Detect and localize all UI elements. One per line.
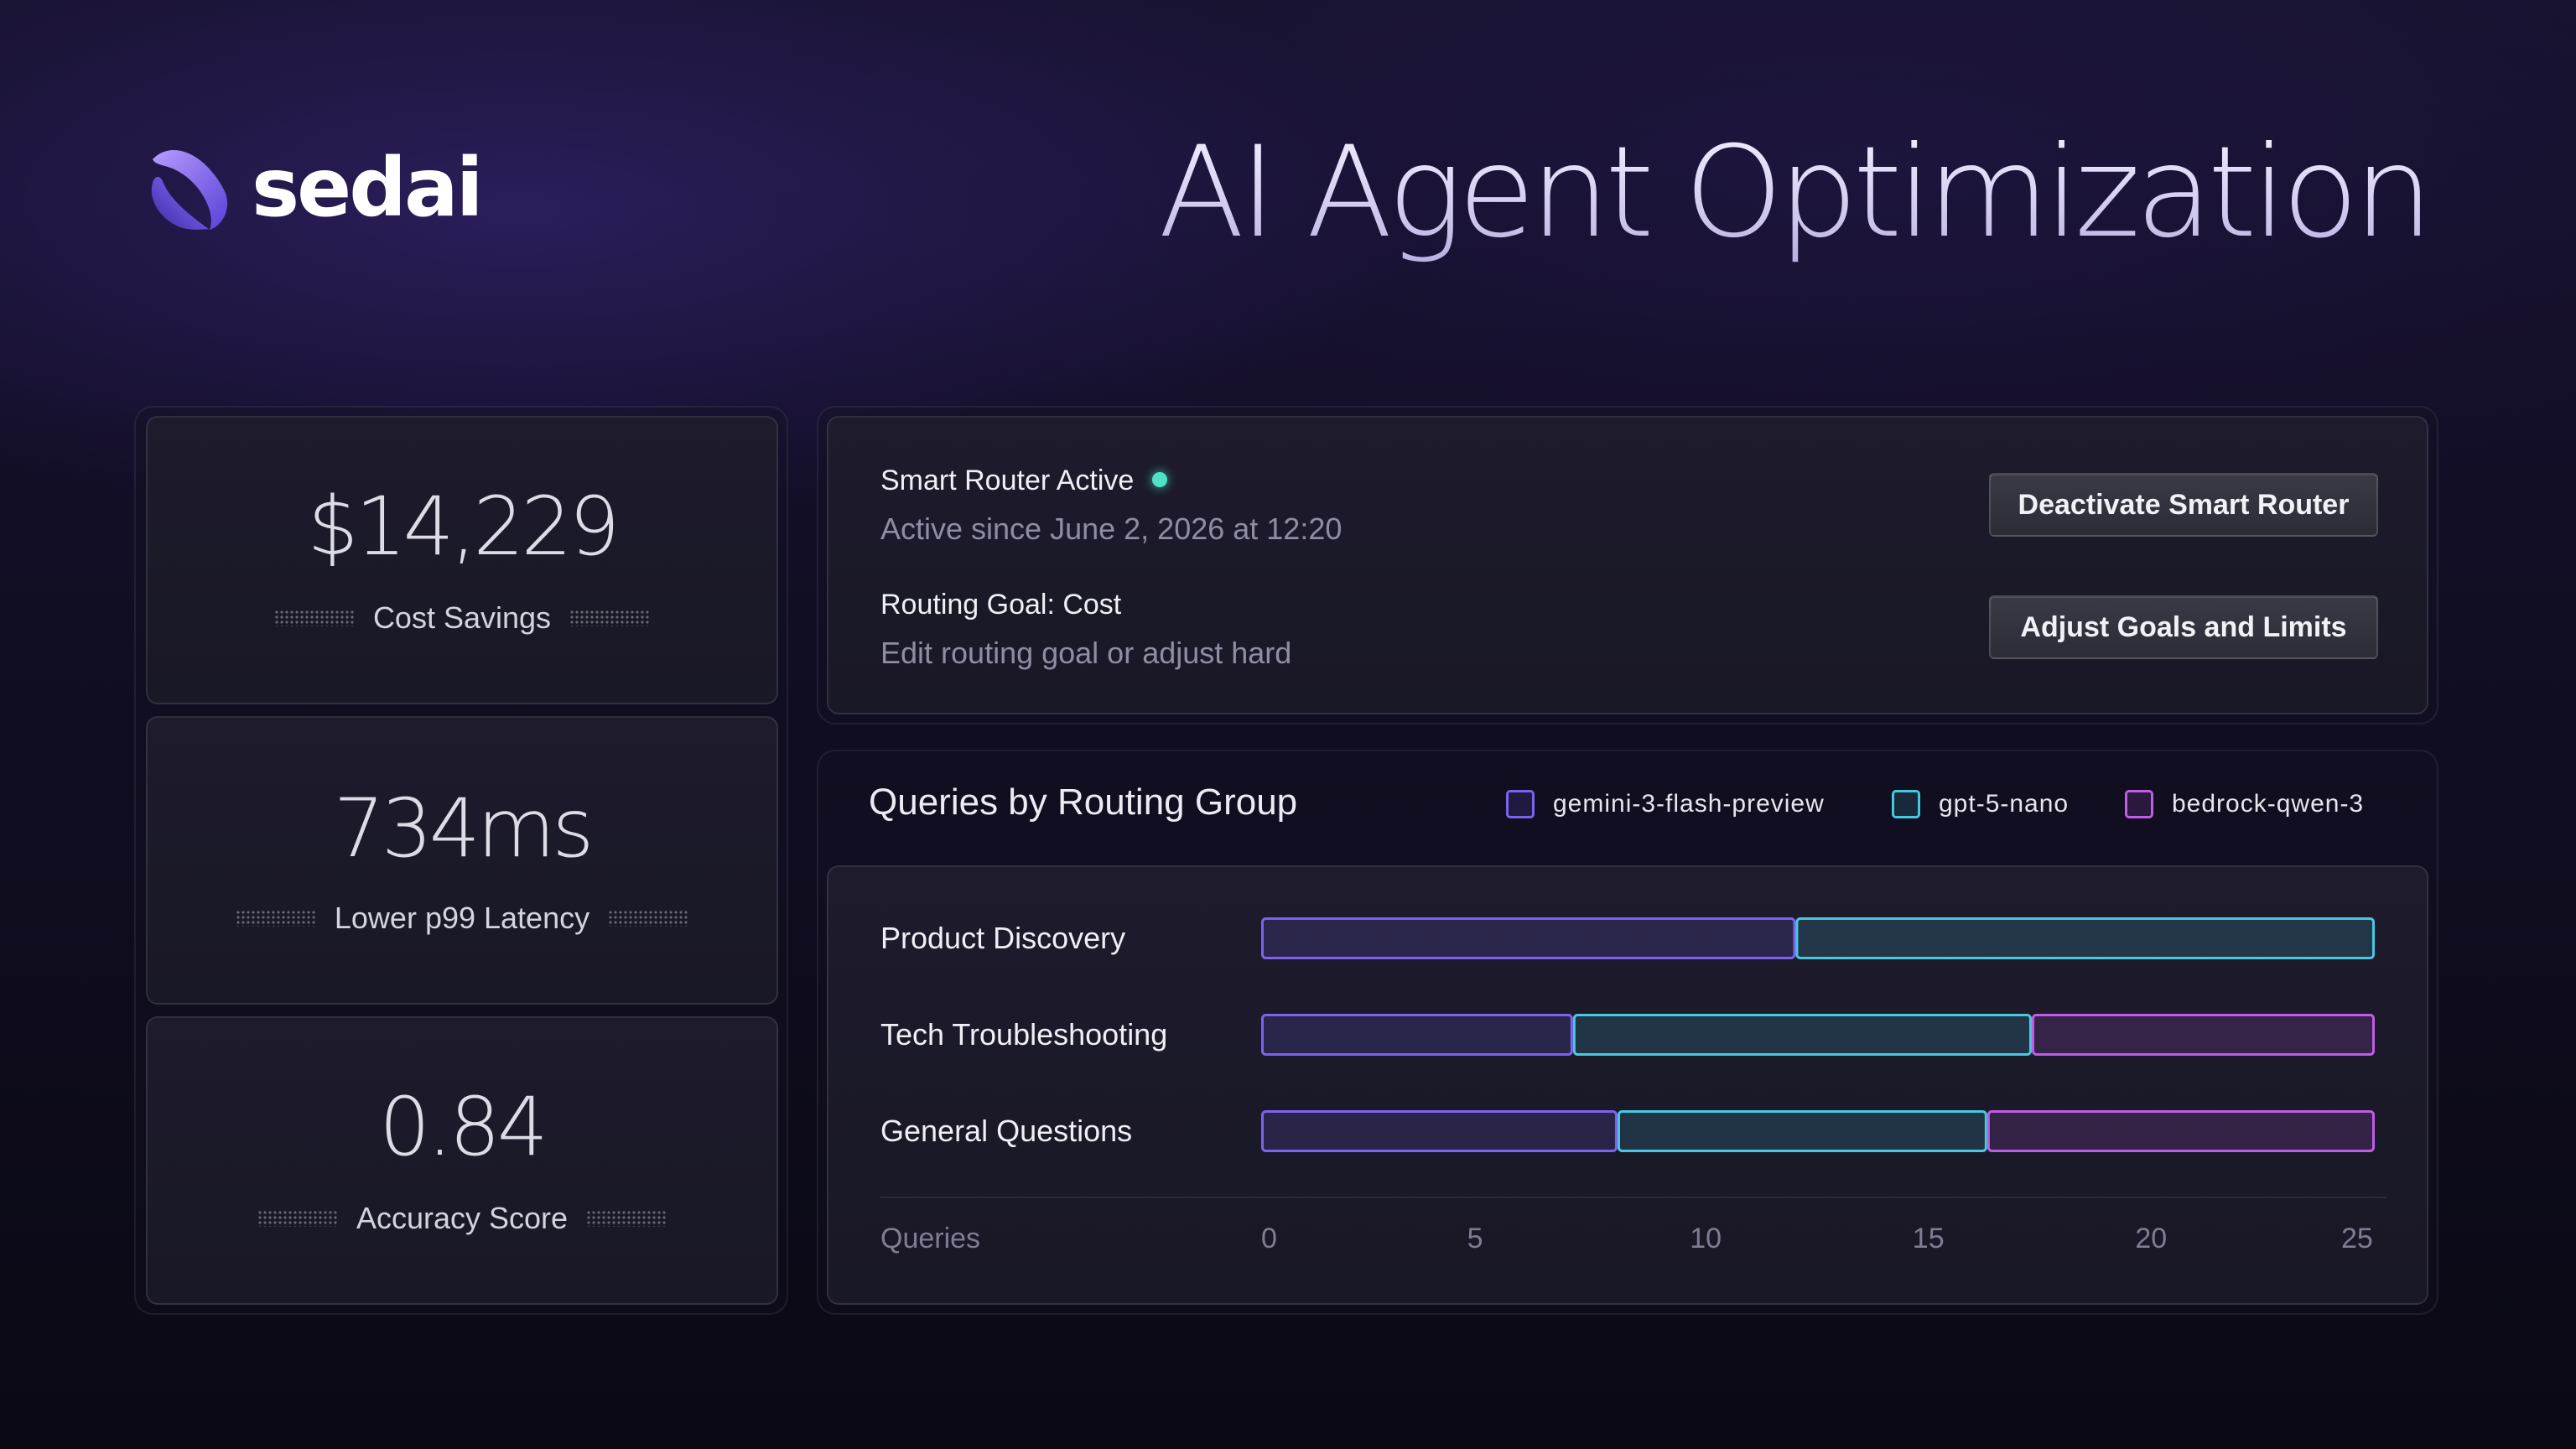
x-tick-label: 5 [1467,1223,1483,1254]
dot-pattern-right [608,910,689,927]
bar-segment-gemini-3-flash-preview [1261,917,1796,959]
dot-pattern-left [273,610,355,626]
x-tick-label: 10 [1690,1223,1722,1254]
router-status-title: Smart Router Active [880,465,1135,496]
legend-label: gpt-5-nano [1939,790,2070,818]
bar-segment-gpt-5-nano [1795,917,2375,959]
legend-label: bedrock-qwen-3 [2172,790,2365,818]
metric-card-cost-savings: $14,229 Cost Savings [146,416,778,704]
bar-segment-gemini-3-flash-preview [1261,1110,1618,1152]
dot-pattern-left [235,910,316,927]
metric-label-row: Lower p99 Latency [148,901,776,936]
page-title: AI Agent Optimization [1158,120,2433,266]
legend-item-gemini: gemini-3-flash-preview [1506,790,1825,818]
metric-card-latency: 734ms Lower p99 Latency [146,716,778,1005]
router-status: Smart Router Active [880,465,1168,497]
category-label: Tech Troubleshooting [880,1017,1168,1052]
x-tick-label: 15 [1912,1223,1945,1254]
category-label: Product Discovery [880,921,1126,955]
metric-label-row: Accuracy Score [148,1201,776,1236]
bar-segment-gemini-3-flash-preview [1261,1014,1573,1056]
adjust-goals-button[interactable]: Adjust Goals and Limits [1989,595,2378,659]
routing-goal-title: Routing Goal: Cost [880,589,1122,621]
brand-logo: sedai [144,141,484,235]
bar-segment-gpt-5-nano [1572,1014,2032,1056]
metric-label: Cost Savings [372,600,552,635]
metric-label: Lower p99 Latency [334,901,590,935]
legend-swatch-gpt [1892,790,1920,818]
router-status-subtitle: Active since June 2, 2026 at 12:20 [880,512,1343,546]
bar-segment-bedrock-qwen-3 [2031,1014,2376,1056]
sedai-logo-icon [151,149,228,230]
dot-pattern-right [569,610,651,626]
brand-name: sedai [252,141,484,235]
metric-label-row: Cost Savings [148,600,776,636]
bar-segment-gpt-5-nano [1617,1110,1987,1152]
metric-card-accuracy: 0.84 Accuracy Score [146,1016,778,1305]
status-active-dot-icon [1152,472,1168,488]
dot-pattern-right [586,1210,667,1227]
deactivate-smart-router-button[interactable]: Deactivate Smart Router [1989,473,2378,537]
legend-swatch-gemini [1506,790,1535,818]
x-tick-label: 20 [2135,1223,2168,1254]
dot-pattern-left [257,1210,338,1227]
x-tick-label: 25 [2341,1223,2373,1254]
router-panel: Smart Router Active Active since June 2,… [827,416,2428,714]
legend-item-qwen: bedrock-qwen-3 [2125,790,2364,818]
category-label: General Questions [880,1114,1133,1148]
x-axis-title: Queries [880,1223,981,1254]
metric-value: 0.84 [379,1080,548,1174]
metric-value: 734ms [333,782,595,875]
chart-title: Queries by Routing Group [869,782,1298,823]
metric-label: Accuracy Score [356,1201,569,1235]
legend-item-gpt: gpt-5-nano [1892,790,2069,818]
x-tick-label: 0 [1261,1223,1277,1254]
chart-plot-card [827,865,2428,1305]
metric-value: $14,229 [307,480,621,574]
bar-segment-bedrock-qwen-3 [1987,1110,2375,1152]
legend-label: gemini-3-flash-preview [1553,790,1825,818]
legend-swatch-qwen [2125,790,2153,818]
routing-goal-subtitle: Edit routing goal or adjust hard [880,636,1292,670]
